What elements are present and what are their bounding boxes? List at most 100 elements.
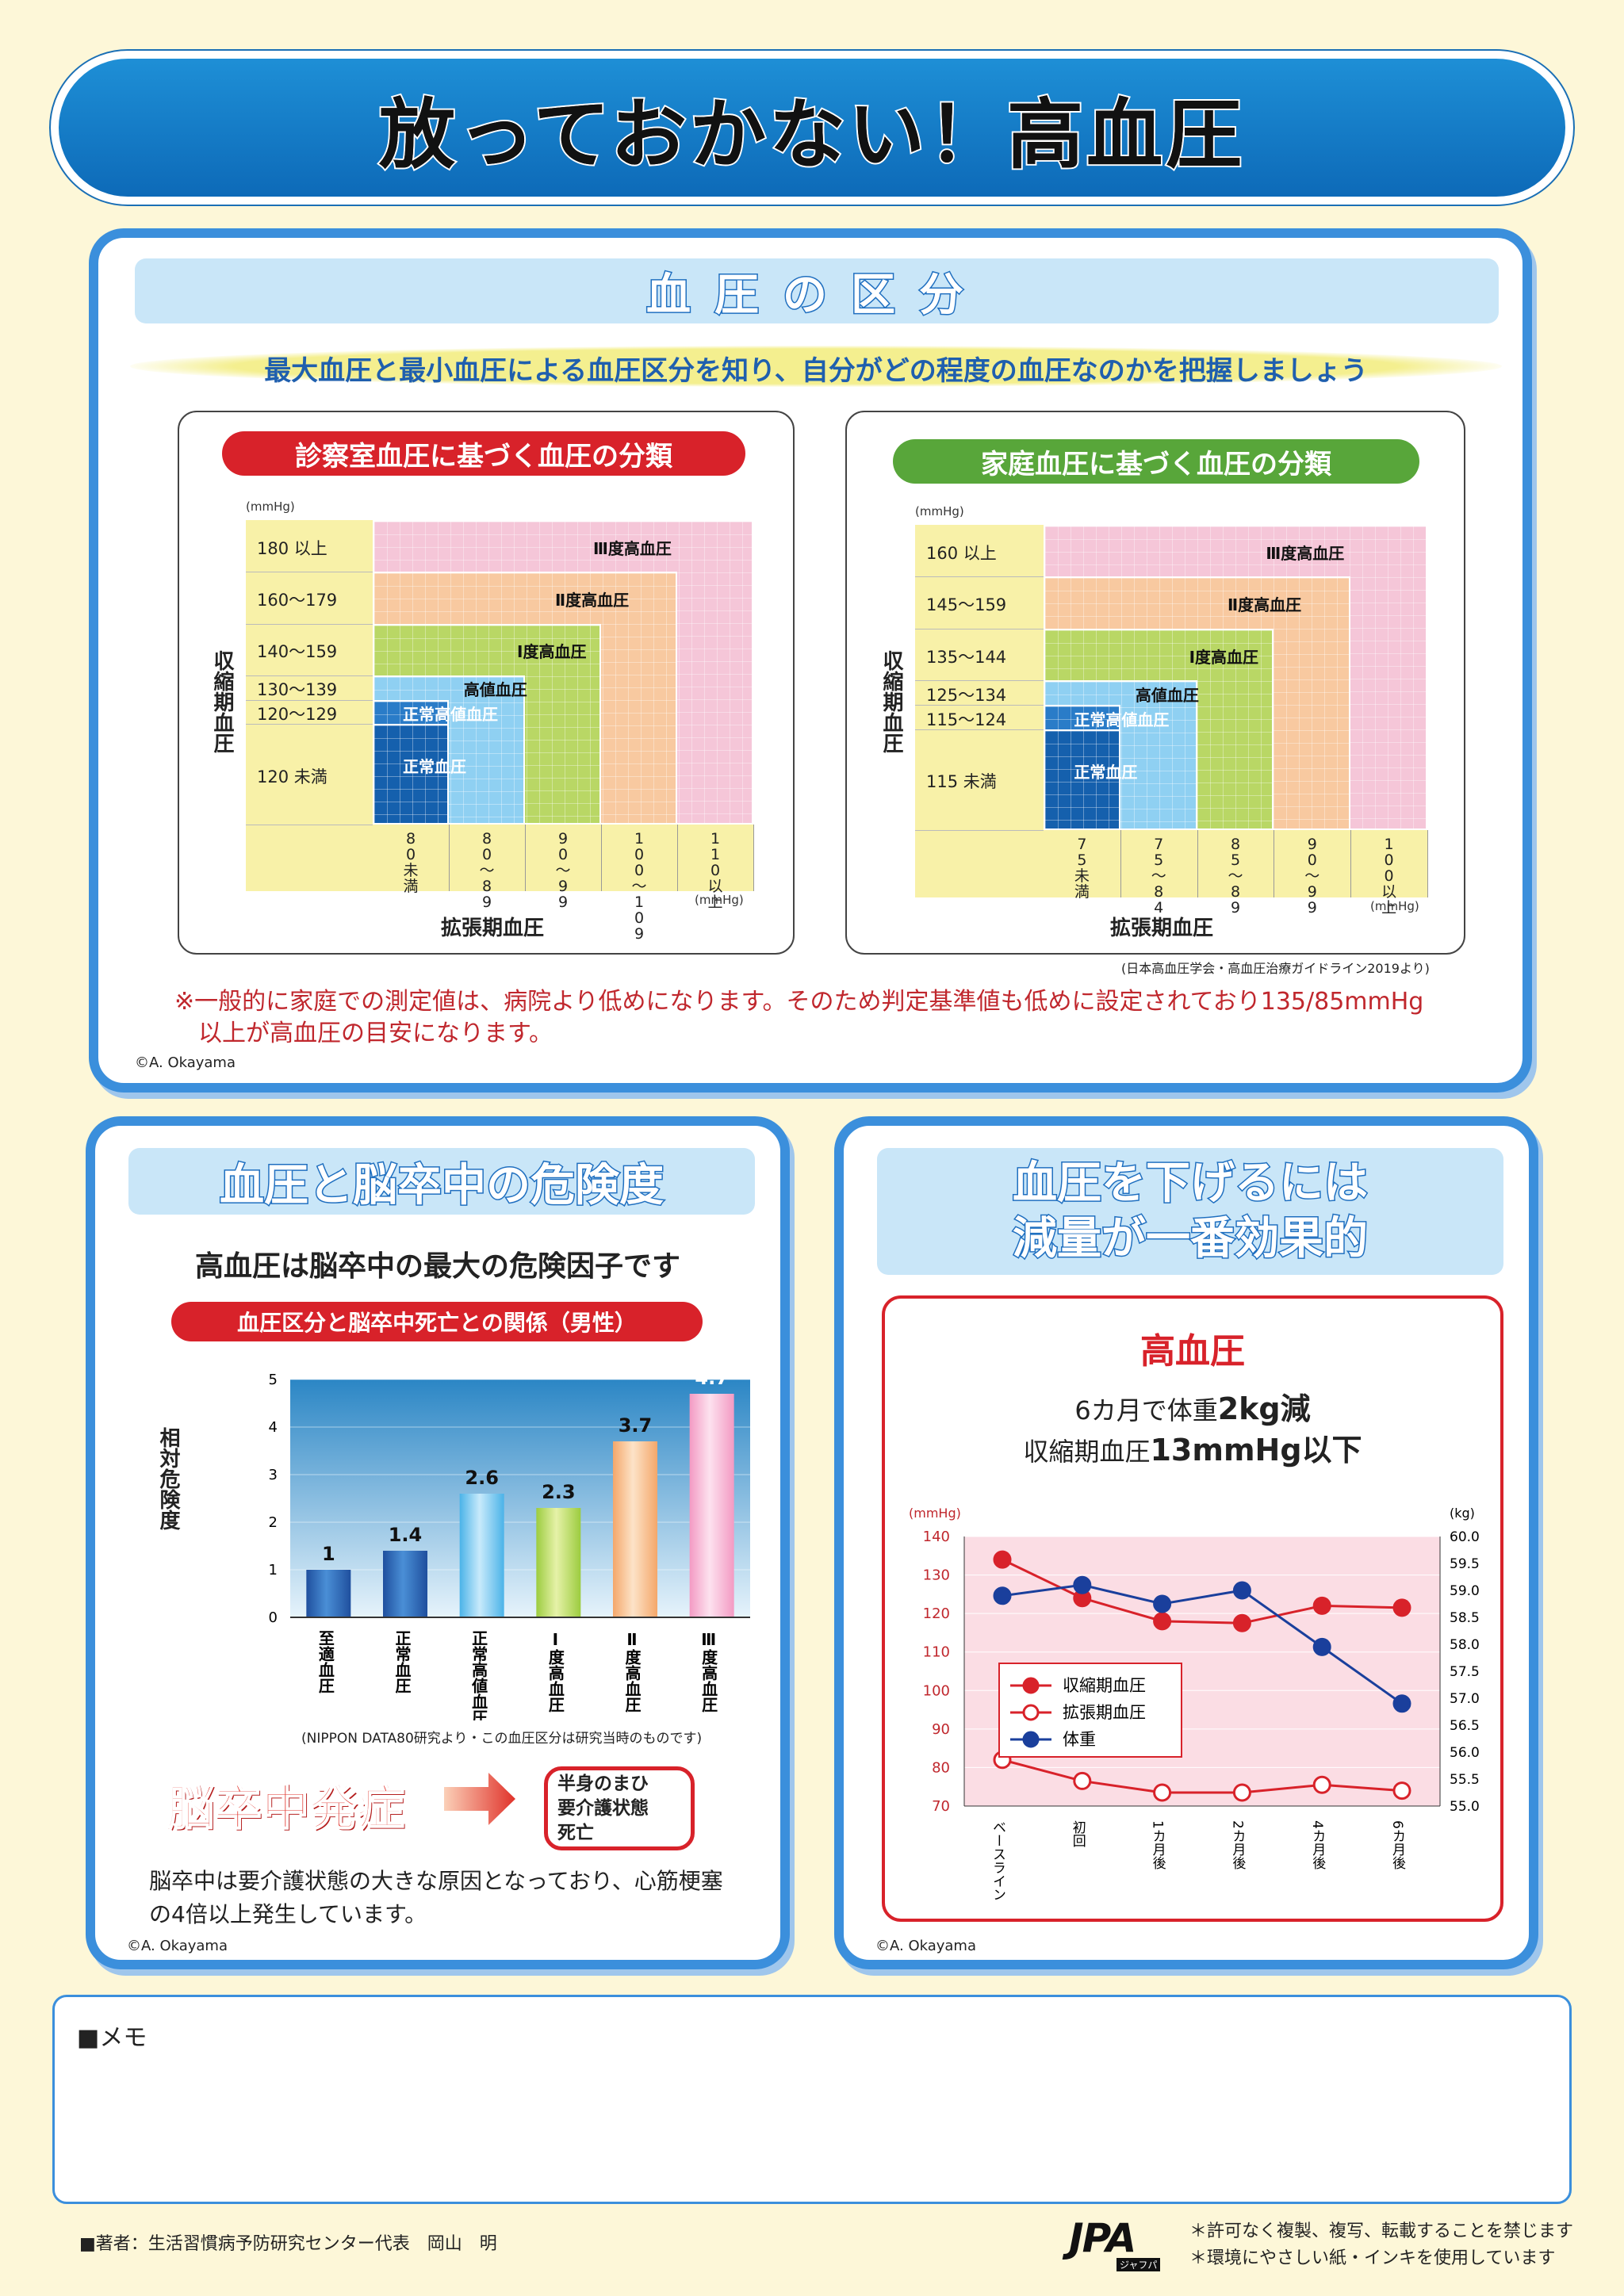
right-tick-label: 55.0 xyxy=(1450,1799,1480,1815)
row-label: 120～129 xyxy=(257,704,338,724)
guideline-source: (日本高血圧学会・高血圧治療ガイドライン2019より) xyxy=(1121,961,1430,976)
left-tick-label: 90 xyxy=(932,1721,950,1738)
category-area xyxy=(1044,729,1120,830)
row-label: 115～124 xyxy=(926,710,1007,729)
col-divider xyxy=(1350,830,1352,897)
home-grid: 160 以上 145～159 135～144 125～134 115～124 115 未満… xyxy=(915,525,1428,916)
home-unit-y: (mmHg) xyxy=(915,504,964,519)
col-divider xyxy=(677,825,678,891)
category-label: Ⅰ度高血圧 xyxy=(1189,647,1259,667)
category-label: Ⅰ度高血圧 xyxy=(517,642,587,662)
x-tick-label: 4カ月後 xyxy=(1309,1820,1326,1869)
y-tick-label: 1 xyxy=(269,1562,278,1578)
row-label: 160 以上 xyxy=(926,543,997,563)
logo-subtext: ジャフパ xyxy=(1116,2258,1161,2271)
col-label: 8 0 ～ 8 9 xyxy=(479,830,495,911)
category-label: Ⅲ度高血圧 xyxy=(1266,543,1345,563)
bar xyxy=(459,1494,504,1617)
heading-line-1: 血圧を下げるには xyxy=(1012,1157,1369,1211)
col-divider xyxy=(601,825,602,891)
data-label: 1.4 xyxy=(389,1524,423,1546)
data-point xyxy=(1232,1581,1251,1600)
x-tick-label: 2カ月後 xyxy=(1229,1820,1246,1869)
clinic-grid: 180 以上 160～179 140～159 130～139 120～129 120 未満… xyxy=(246,520,754,942)
data-point xyxy=(993,1550,1012,1569)
data-point xyxy=(1153,1612,1172,1631)
jpa-logo: JPA ジャフパ xyxy=(1069,2215,1164,2271)
hypertension-box: 高血圧 6カ月で体重2kg減 収縮期血圧13mmHg以下 (mmHg) (kg) 7… xyxy=(882,1295,1503,1922)
row-divider xyxy=(915,576,1044,578)
memo-label: ■メモ xyxy=(77,2024,147,2052)
logo-text: JPA xyxy=(1069,2215,1136,2261)
bar xyxy=(689,1394,734,1617)
data-point xyxy=(1073,1575,1092,1594)
x-tick-label: 6カ月後 xyxy=(1389,1820,1406,1869)
category-label: 正常高値血圧 xyxy=(1074,710,1170,729)
chart-ylabel: 相対危険度 xyxy=(156,1427,180,1530)
category-label: 正常血圧 xyxy=(1074,762,1138,782)
col-divider xyxy=(525,825,526,891)
weight-loss-panel: 血圧を下げるには 減量が一番効果的 高血圧 6カ月で体重2kg減 収縮期血圧13… xyxy=(834,1116,1538,1969)
col-divider xyxy=(1197,830,1198,897)
row-divider xyxy=(246,623,373,625)
bar xyxy=(536,1508,581,1617)
legend-label: 拡張期血圧 xyxy=(1063,1703,1146,1722)
right-tick-label: 56.0 xyxy=(1450,1745,1480,1761)
col-label: 1 0 0 ～ 1 0 9 xyxy=(631,830,647,943)
col-label: 8 5 ～ 8 9 xyxy=(1228,836,1243,916)
data-point xyxy=(1392,1598,1411,1617)
clinic-xlabel: 拡張期血圧 xyxy=(441,916,545,940)
row-divider xyxy=(915,705,1044,706)
right-tick-label: 59.0 xyxy=(1450,1583,1480,1599)
x-tick-label: 1カ月後 xyxy=(1150,1820,1166,1869)
legend-marker xyxy=(1022,1704,1040,1721)
right-tick-label: 56.5 xyxy=(1450,1718,1480,1734)
row-label: 115 未満 xyxy=(926,772,997,792)
right-tick-label: 57.5 xyxy=(1450,1664,1480,1680)
series-line xyxy=(1002,1758,1403,1794)
memo-box[interactable]: ■メモ xyxy=(52,1995,1572,2204)
clinic-unit-x: (mmHg) xyxy=(695,893,744,907)
bp-classification-panel: 血圧の区分 最大血圧と最小血圧による血圧区分を知り、自分がどの程度の血圧なのかを… xyxy=(89,228,1532,1093)
right-tick-label: 58.5 xyxy=(1450,1610,1480,1626)
note-line-1: ※一般的に家庭での測定値は、病院より低めになります。そのため判定基準値も低めに設… xyxy=(174,988,1424,1016)
plot-background xyxy=(290,1380,750,1617)
x-tick-label: Ⅲ度高血圧 xyxy=(699,1630,718,1713)
right-tick-label: 57.0 xyxy=(1450,1691,1480,1707)
title-banner: 放っておかない！高血圧 xyxy=(49,49,1575,206)
row-label: 140～159 xyxy=(257,642,338,662)
home-bp-table: 家庭血圧に基づく血圧の分類 (mmHg) 収縮期血圧 160 以上 145～159… xyxy=(845,411,1465,955)
data-point xyxy=(1312,1775,1331,1794)
outcome-item: 要介護状態 xyxy=(557,1797,649,1819)
bp-line-value: 13mmHg以下 xyxy=(1150,1433,1362,1468)
col-divider xyxy=(1427,830,1428,897)
col-label: 7 5 ～ 8 4 xyxy=(1151,836,1166,916)
left-tick-label: 110 xyxy=(923,1644,950,1661)
x-tick-label: 正常血圧 xyxy=(393,1630,412,1694)
weight-line-value: 2kg減 xyxy=(1217,1391,1311,1426)
section-heading: 血圧の区分 xyxy=(135,258,1499,323)
left-tick-label: 80 xyxy=(932,1759,950,1776)
eco-notice: ＊環境にやさしい紙・インキを使用しています xyxy=(1189,2248,1556,2268)
bp-line: 収縮期血圧13mmHg以下 xyxy=(885,1425,1500,1469)
row-label: 125～134 xyxy=(926,685,1007,705)
stroke-onset-label: 脳卒中発症 xyxy=(166,1780,405,1837)
data-label: 3.7 xyxy=(619,1414,653,1437)
legend-label: 体重 xyxy=(1063,1730,1096,1749)
left-tick-label: 130 xyxy=(923,1567,950,1584)
outcome-box: 半身のまひ 要介護状態 死亡 xyxy=(544,1766,695,1850)
arrow-icon xyxy=(444,1773,515,1825)
series-line xyxy=(1002,1558,1403,1624)
category-area xyxy=(373,724,449,825)
heading-line-2: 減量が一番効果的 xyxy=(1012,1212,1369,1266)
clinic-ylabel: 収縮期血圧 xyxy=(210,650,234,753)
x-tick-label: 初回 xyxy=(1070,1820,1086,1847)
row-divider xyxy=(915,680,1044,682)
series-line xyxy=(1002,1583,1403,1705)
right-tick-label: 58.0 xyxy=(1450,1637,1480,1653)
data-point xyxy=(1232,1783,1251,1802)
row-label: 160～179 xyxy=(257,590,338,610)
row-divider xyxy=(246,699,373,701)
